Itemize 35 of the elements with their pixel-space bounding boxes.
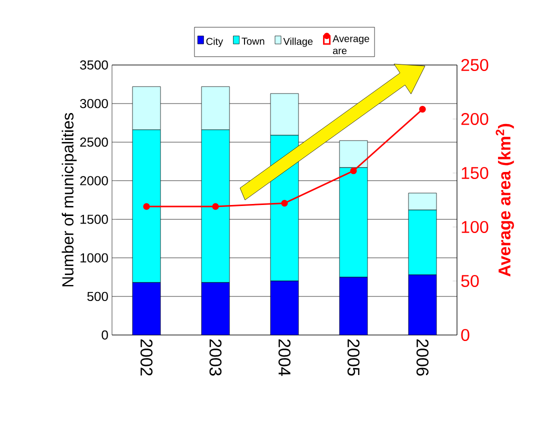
- y-tick-label: 3000: [80, 98, 108, 108]
- y2-tick-label: 0: [461, 328, 470, 342]
- x-tick-label: 2003: [209, 339, 222, 376]
- y-tick-label: 2000: [80, 176, 108, 186]
- x-tick-label: 2006: [416, 339, 429, 376]
- x-tick-label: 2004: [278, 339, 291, 376]
- y-tick-label: 1000: [80, 253, 108, 262]
- point: [212, 203, 219, 210]
- legend-label: Village: [283, 38, 313, 47]
- point: [143, 203, 150, 210]
- bar: [270, 280, 299, 335]
- y-tick-label: 500: [87, 292, 108, 302]
- y-tick-label: 3500: [80, 60, 108, 70]
- point: [281, 200, 288, 207]
- legend-label: Town: [242, 38, 264, 45]
- y2-tick-label: 50: [461, 274, 479, 288]
- y-tick-label: 2500: [80, 138, 108, 147]
- y2-tick-label: 250: [461, 58, 488, 72]
- point: [419, 106, 426, 113]
- bar: [201, 282, 230, 335]
- y-axis-title: Number of municipalities: [62, 113, 77, 286]
- y2-axis-title: Average area (km$^{2}$): [496, 124, 514, 277]
- bar: [408, 274, 437, 335]
- y2-tick-label: 150: [462, 166, 488, 180]
- y2-tick-label: 200: [461, 112, 488, 126]
- bar: [132, 282, 161, 335]
- y-tick-label: 0: [102, 330, 108, 340]
- x-tick-label: 2005: [347, 339, 360, 376]
- point: [350, 167, 357, 174]
- y-tick-label: 1500: [80, 214, 108, 224]
- x-tick-label: 2002: [140, 339, 153, 376]
- legend-label: City: [206, 38, 224, 47]
- legend-label: Average are: [332, 35, 370, 54]
- bar: [339, 276, 368, 335]
- y2-tick-label: 100: [462, 220, 488, 234]
